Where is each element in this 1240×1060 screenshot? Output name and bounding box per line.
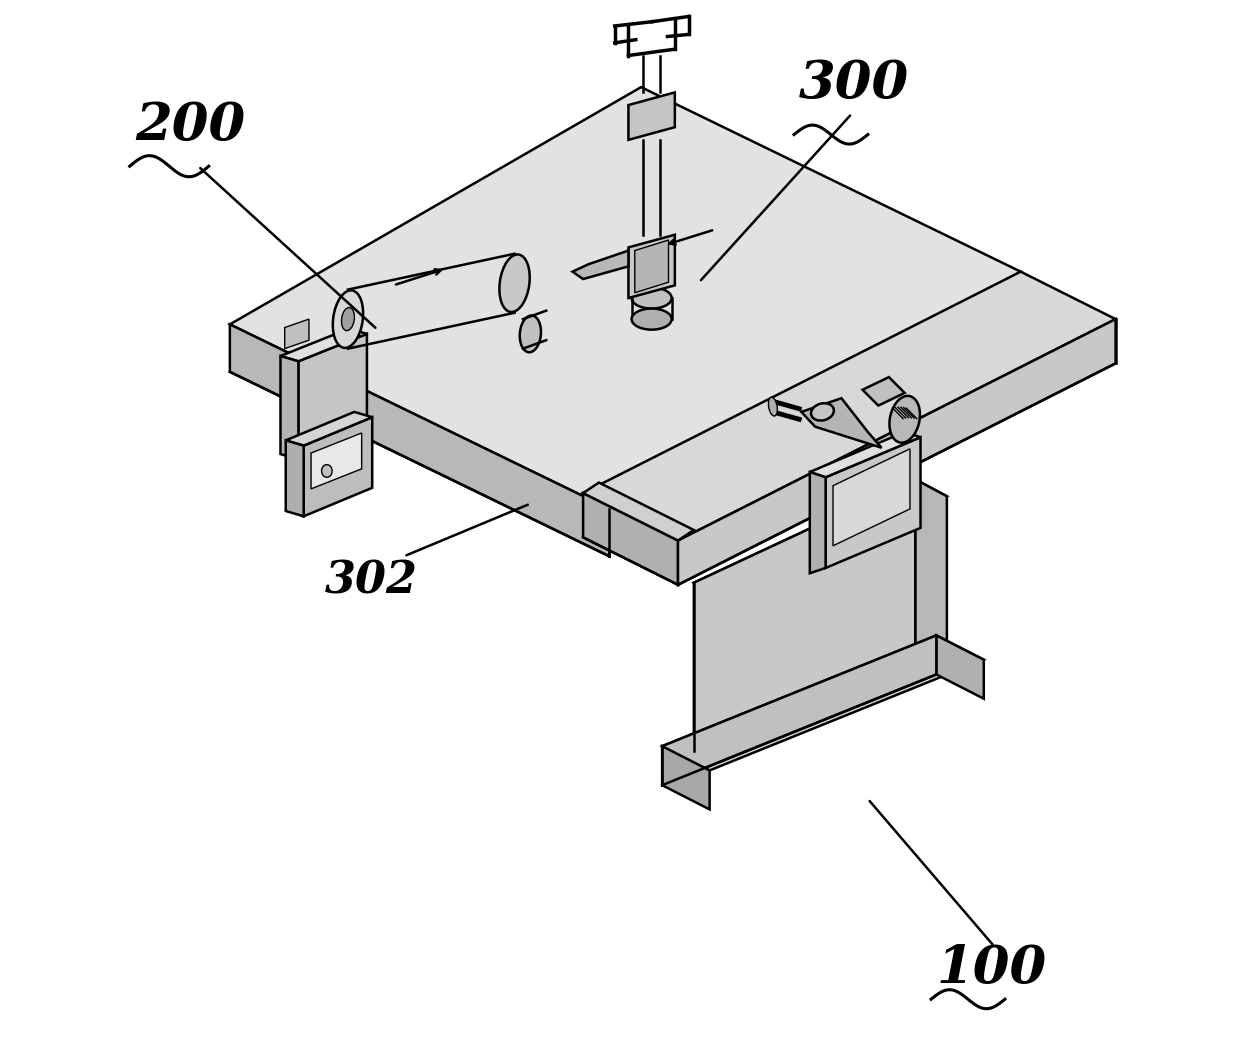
Text: 300: 300 xyxy=(800,57,909,109)
Polygon shape xyxy=(285,412,372,445)
Polygon shape xyxy=(629,234,675,298)
Polygon shape xyxy=(285,440,304,516)
Ellipse shape xyxy=(769,398,777,416)
Polygon shape xyxy=(810,431,920,477)
Polygon shape xyxy=(662,635,936,785)
Polygon shape xyxy=(629,92,675,140)
Ellipse shape xyxy=(520,316,541,352)
Text: 100: 100 xyxy=(936,943,1047,994)
Polygon shape xyxy=(801,399,882,447)
Polygon shape xyxy=(280,329,367,361)
Polygon shape xyxy=(936,635,983,699)
Ellipse shape xyxy=(341,307,355,331)
Polygon shape xyxy=(285,319,309,349)
Text: 200: 200 xyxy=(135,100,246,151)
Polygon shape xyxy=(694,479,915,752)
Ellipse shape xyxy=(321,464,332,477)
Ellipse shape xyxy=(500,254,529,312)
Polygon shape xyxy=(229,324,609,556)
Polygon shape xyxy=(635,240,668,293)
Polygon shape xyxy=(662,746,709,810)
Polygon shape xyxy=(583,493,678,585)
Polygon shape xyxy=(915,479,947,665)
Polygon shape xyxy=(304,418,372,516)
Ellipse shape xyxy=(889,395,920,443)
Polygon shape xyxy=(311,432,362,489)
Polygon shape xyxy=(833,448,910,546)
Polygon shape xyxy=(229,87,1021,509)
Polygon shape xyxy=(573,250,629,279)
Polygon shape xyxy=(583,482,694,541)
Polygon shape xyxy=(678,319,1116,585)
Ellipse shape xyxy=(631,287,672,308)
Polygon shape xyxy=(583,271,1116,541)
Ellipse shape xyxy=(332,290,363,348)
Polygon shape xyxy=(694,479,947,600)
Polygon shape xyxy=(299,334,367,459)
Polygon shape xyxy=(863,377,905,406)
Polygon shape xyxy=(280,356,299,459)
Text: 302: 302 xyxy=(325,560,418,602)
Polygon shape xyxy=(826,437,920,568)
Polygon shape xyxy=(662,635,983,771)
Ellipse shape xyxy=(631,308,672,330)
Ellipse shape xyxy=(811,403,833,421)
Polygon shape xyxy=(810,472,826,573)
